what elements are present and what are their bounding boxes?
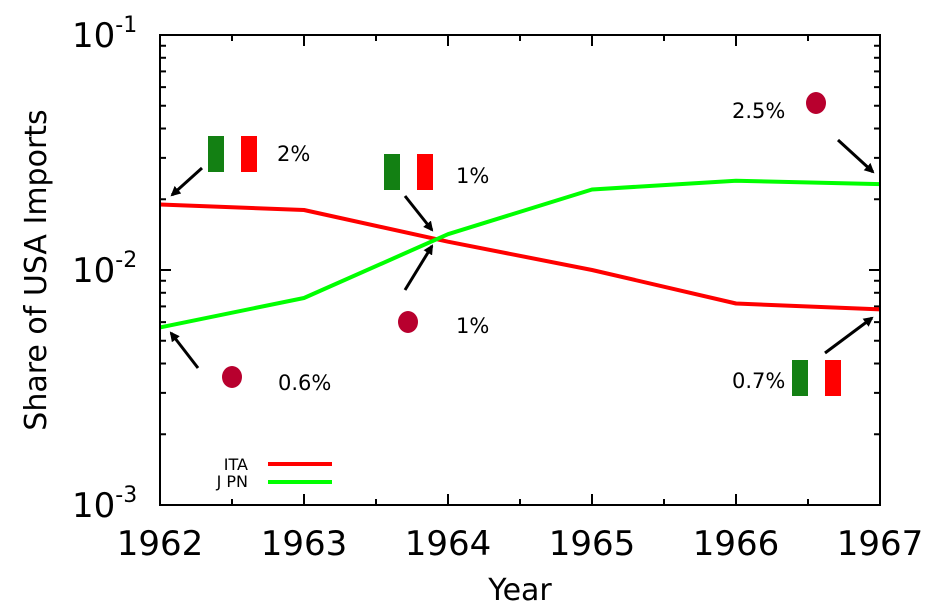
japan-dot-icon (222, 366, 242, 388)
y-tick-label: 10-3 (72, 483, 137, 526)
italy-flag-icon (792, 360, 841, 396)
annotation-jpn-1967: 2.5% (732, 99, 785, 123)
x-tick-label: 1962 (117, 524, 204, 564)
legend-label-ita: ITA (224, 455, 248, 474)
x-tick-label: 1964 (405, 524, 492, 564)
italy-flag-icon (384, 154, 433, 190)
annotation-jpn-1962: 0.6% (278, 371, 331, 395)
series-lines (159, 178, 881, 330)
italy-flag-icon (208, 136, 257, 172)
x-tick-labels: 1962 1963 1964 1965 1966 1967 (117, 524, 924, 564)
arrow-jpn-1967 (836, 138, 875, 174)
x-tick-label: 1965 (549, 524, 636, 564)
arrow-jpn-1964 (403, 244, 434, 291)
arrow-ita-1962 (170, 166, 204, 197)
y-tick-label: 10-2 (72, 248, 137, 291)
series-line-ita (159, 202, 881, 312)
japan-dot-icon (806, 92, 826, 114)
arrow-jpn-1962 (169, 331, 200, 369)
plot-frame (159, 34, 881, 506)
x-axis-title: Year (487, 573, 552, 606)
annotation-jpn-1964: 1% (456, 314, 489, 338)
y-axis-title: Share of USA Imports (19, 109, 54, 430)
annotation-ita-1964: 1% (456, 164, 489, 188)
annotation-ita-1967: 0.7% (732, 369, 785, 393)
x-tick-label: 1967 (837, 524, 924, 564)
arrow-ita-1964 (403, 195, 434, 232)
x-tick-label: 1963 (261, 524, 348, 564)
annotation-arrows (169, 138, 875, 369)
series-line-jpn (159, 178, 881, 330)
y-tick-labels: 10-3 10-2 10-1 (72, 13, 137, 526)
annotation-ita-1962: 2% (277, 142, 310, 166)
legend: ITA J PN (216, 455, 332, 491)
legend-label-jpn: J PN (216, 472, 248, 491)
japan-dot-icon (398, 311, 418, 333)
y-tick-label: 10-1 (72, 13, 137, 56)
x-tick-label: 1966 (693, 524, 780, 564)
arrow-ita-1967 (824, 316, 874, 355)
